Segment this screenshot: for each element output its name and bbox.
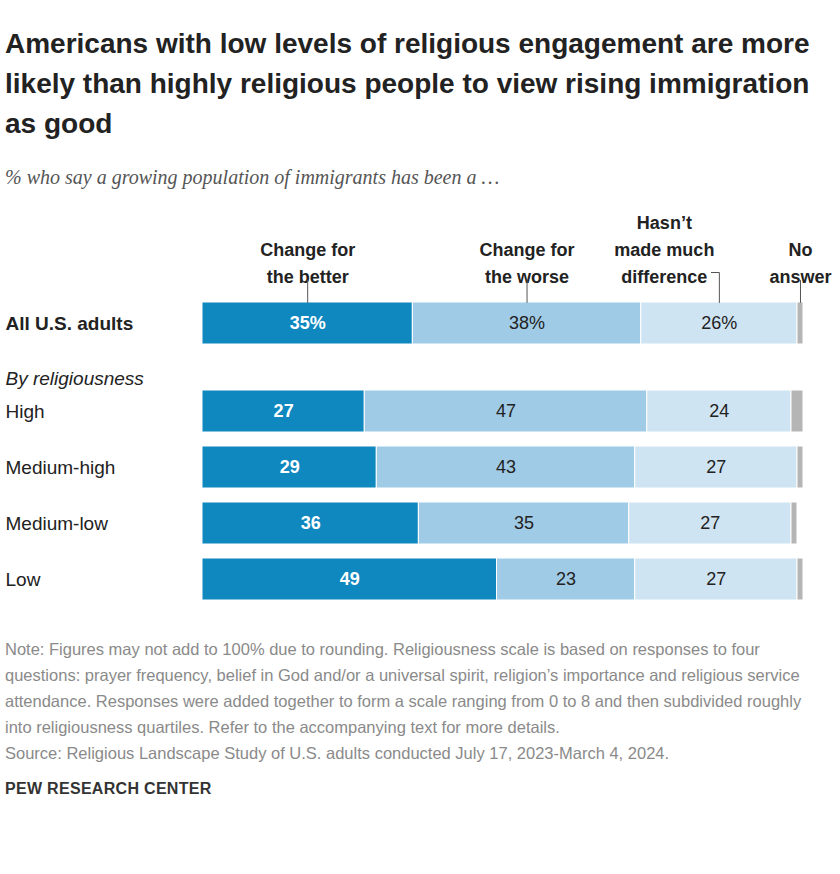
svg-text:Change forthe better: Change forthe better <box>260 240 355 287</box>
svg-text:Medium-high: Medium-high <box>6 457 116 478</box>
svg-text:26%: 26% <box>701 313 737 333</box>
html-text:% who say a growing population: % who say a growing population of immigr… <box>5 166 500 188</box>
svg-text:Medium-low: Medium-low <box>6 513 109 534</box>
html-text:PEW RESEARCH CENTER: PEW RESEARCH CENTER <box>5 780 212 797</box>
svg-text:High: High <box>6 401 45 422</box>
svg-text:27: 27 <box>274 401 294 421</box>
svg-text:Noanswer: Noanswer <box>769 240 831 287</box>
svg-text:24: 24 <box>709 401 729 421</box>
svg-text:23: 23 <box>556 569 576 589</box>
html-text:Note: Figures may not add to 1: Note: Figures may not add to 100% due to… <box>5 640 802 736</box>
svg-text:All U.S. adults: All U.S. adults <box>6 313 134 334</box>
html-text:Source: Religious Landscape St: Source: Religious Landscape Study of U.S… <box>5 744 670 762</box>
svg-text:27: 27 <box>700 513 720 533</box>
svg-text:27: 27 <box>706 457 726 477</box>
svg-text:47: 47 <box>496 401 516 421</box>
svg-text:Hasn’tmade muchdifference: Hasn’tmade muchdifference <box>614 213 714 287</box>
svg-text:27: 27 <box>706 569 726 589</box>
svg-text:43: 43 <box>496 457 516 477</box>
svg-text:38%: 38% <box>509 313 545 333</box>
svg-text:35: 35 <box>514 513 534 533</box>
svg-text:By religiousness: By religiousness <box>6 368 145 389</box>
svg-text:36: 36 <box>301 513 321 533</box>
html-text:Americans with low levels of r: Americans with low levels of religious e… <box>5 28 810 139</box>
svg-text:Change forthe worse: Change forthe worse <box>480 240 575 287</box>
svg-text:Low: Low <box>6 569 41 590</box>
svg-text:49: 49 <box>340 569 360 589</box>
svg-text:35%: 35% <box>290 313 326 333</box>
svg-text:29: 29 <box>280 457 300 477</box>
